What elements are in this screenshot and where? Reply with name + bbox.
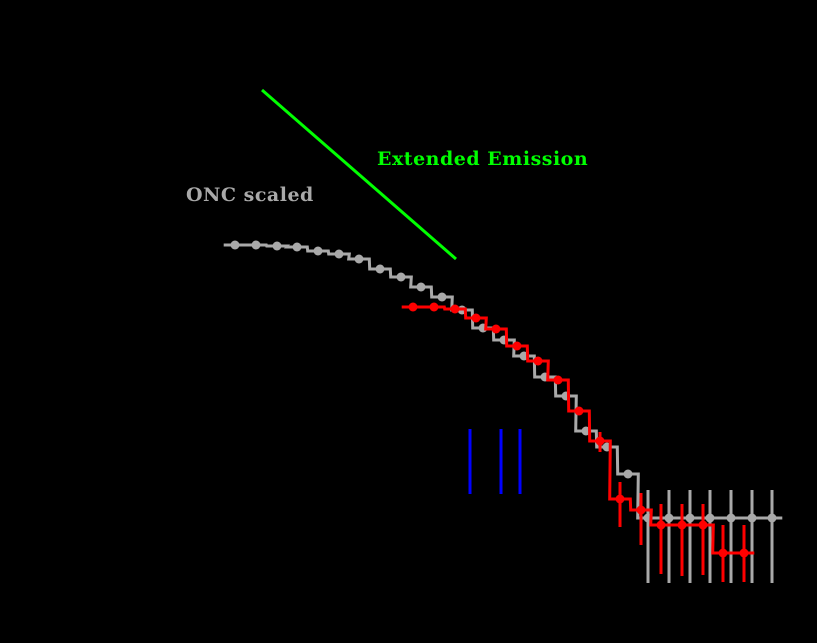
extended-emission-label: Extended Emission — [377, 148, 589, 170]
data-point — [471, 313, 481, 323]
data-point — [375, 264, 385, 274]
extended-emission-slope — [261, 88, 457, 261]
data-point — [739, 548, 749, 558]
data-point — [636, 505, 646, 515]
data-point — [595, 436, 605, 446]
data-point — [553, 375, 563, 385]
data-point — [429, 302, 439, 312]
data-point — [354, 254, 364, 264]
data-point — [313, 246, 323, 256]
data-point — [334, 249, 344, 259]
blue-marker-lines — [468, 429, 522, 494]
data-point — [251, 240, 261, 250]
data-point — [747, 513, 757, 523]
data-point — [292, 242, 302, 252]
data-point — [726, 513, 736, 523]
data-point — [767, 513, 777, 523]
data-point — [416, 282, 426, 292]
data-point — [615, 494, 625, 504]
data-point — [656, 520, 666, 530]
data-point — [512, 341, 522, 351]
data-point — [574, 406, 584, 416]
data-point — [705, 513, 715, 523]
observed-series — [401, 302, 755, 582]
data-point — [664, 513, 674, 523]
data-point — [491, 324, 501, 334]
data-point — [272, 241, 282, 251]
data-point — [718, 548, 728, 558]
extended-emission-line — [261, 88, 457, 261]
data-point — [623, 469, 633, 479]
data-point — [685, 513, 695, 523]
data-point — [698, 520, 708, 530]
data-point — [450, 304, 460, 314]
data-point — [533, 356, 543, 366]
onc-scaled-label: ONC scaled — [186, 184, 314, 206]
data-point — [230, 240, 240, 250]
data-point — [677, 520, 687, 530]
data-point — [408, 302, 418, 312]
data-point — [437, 292, 447, 302]
data-point — [396, 272, 406, 282]
